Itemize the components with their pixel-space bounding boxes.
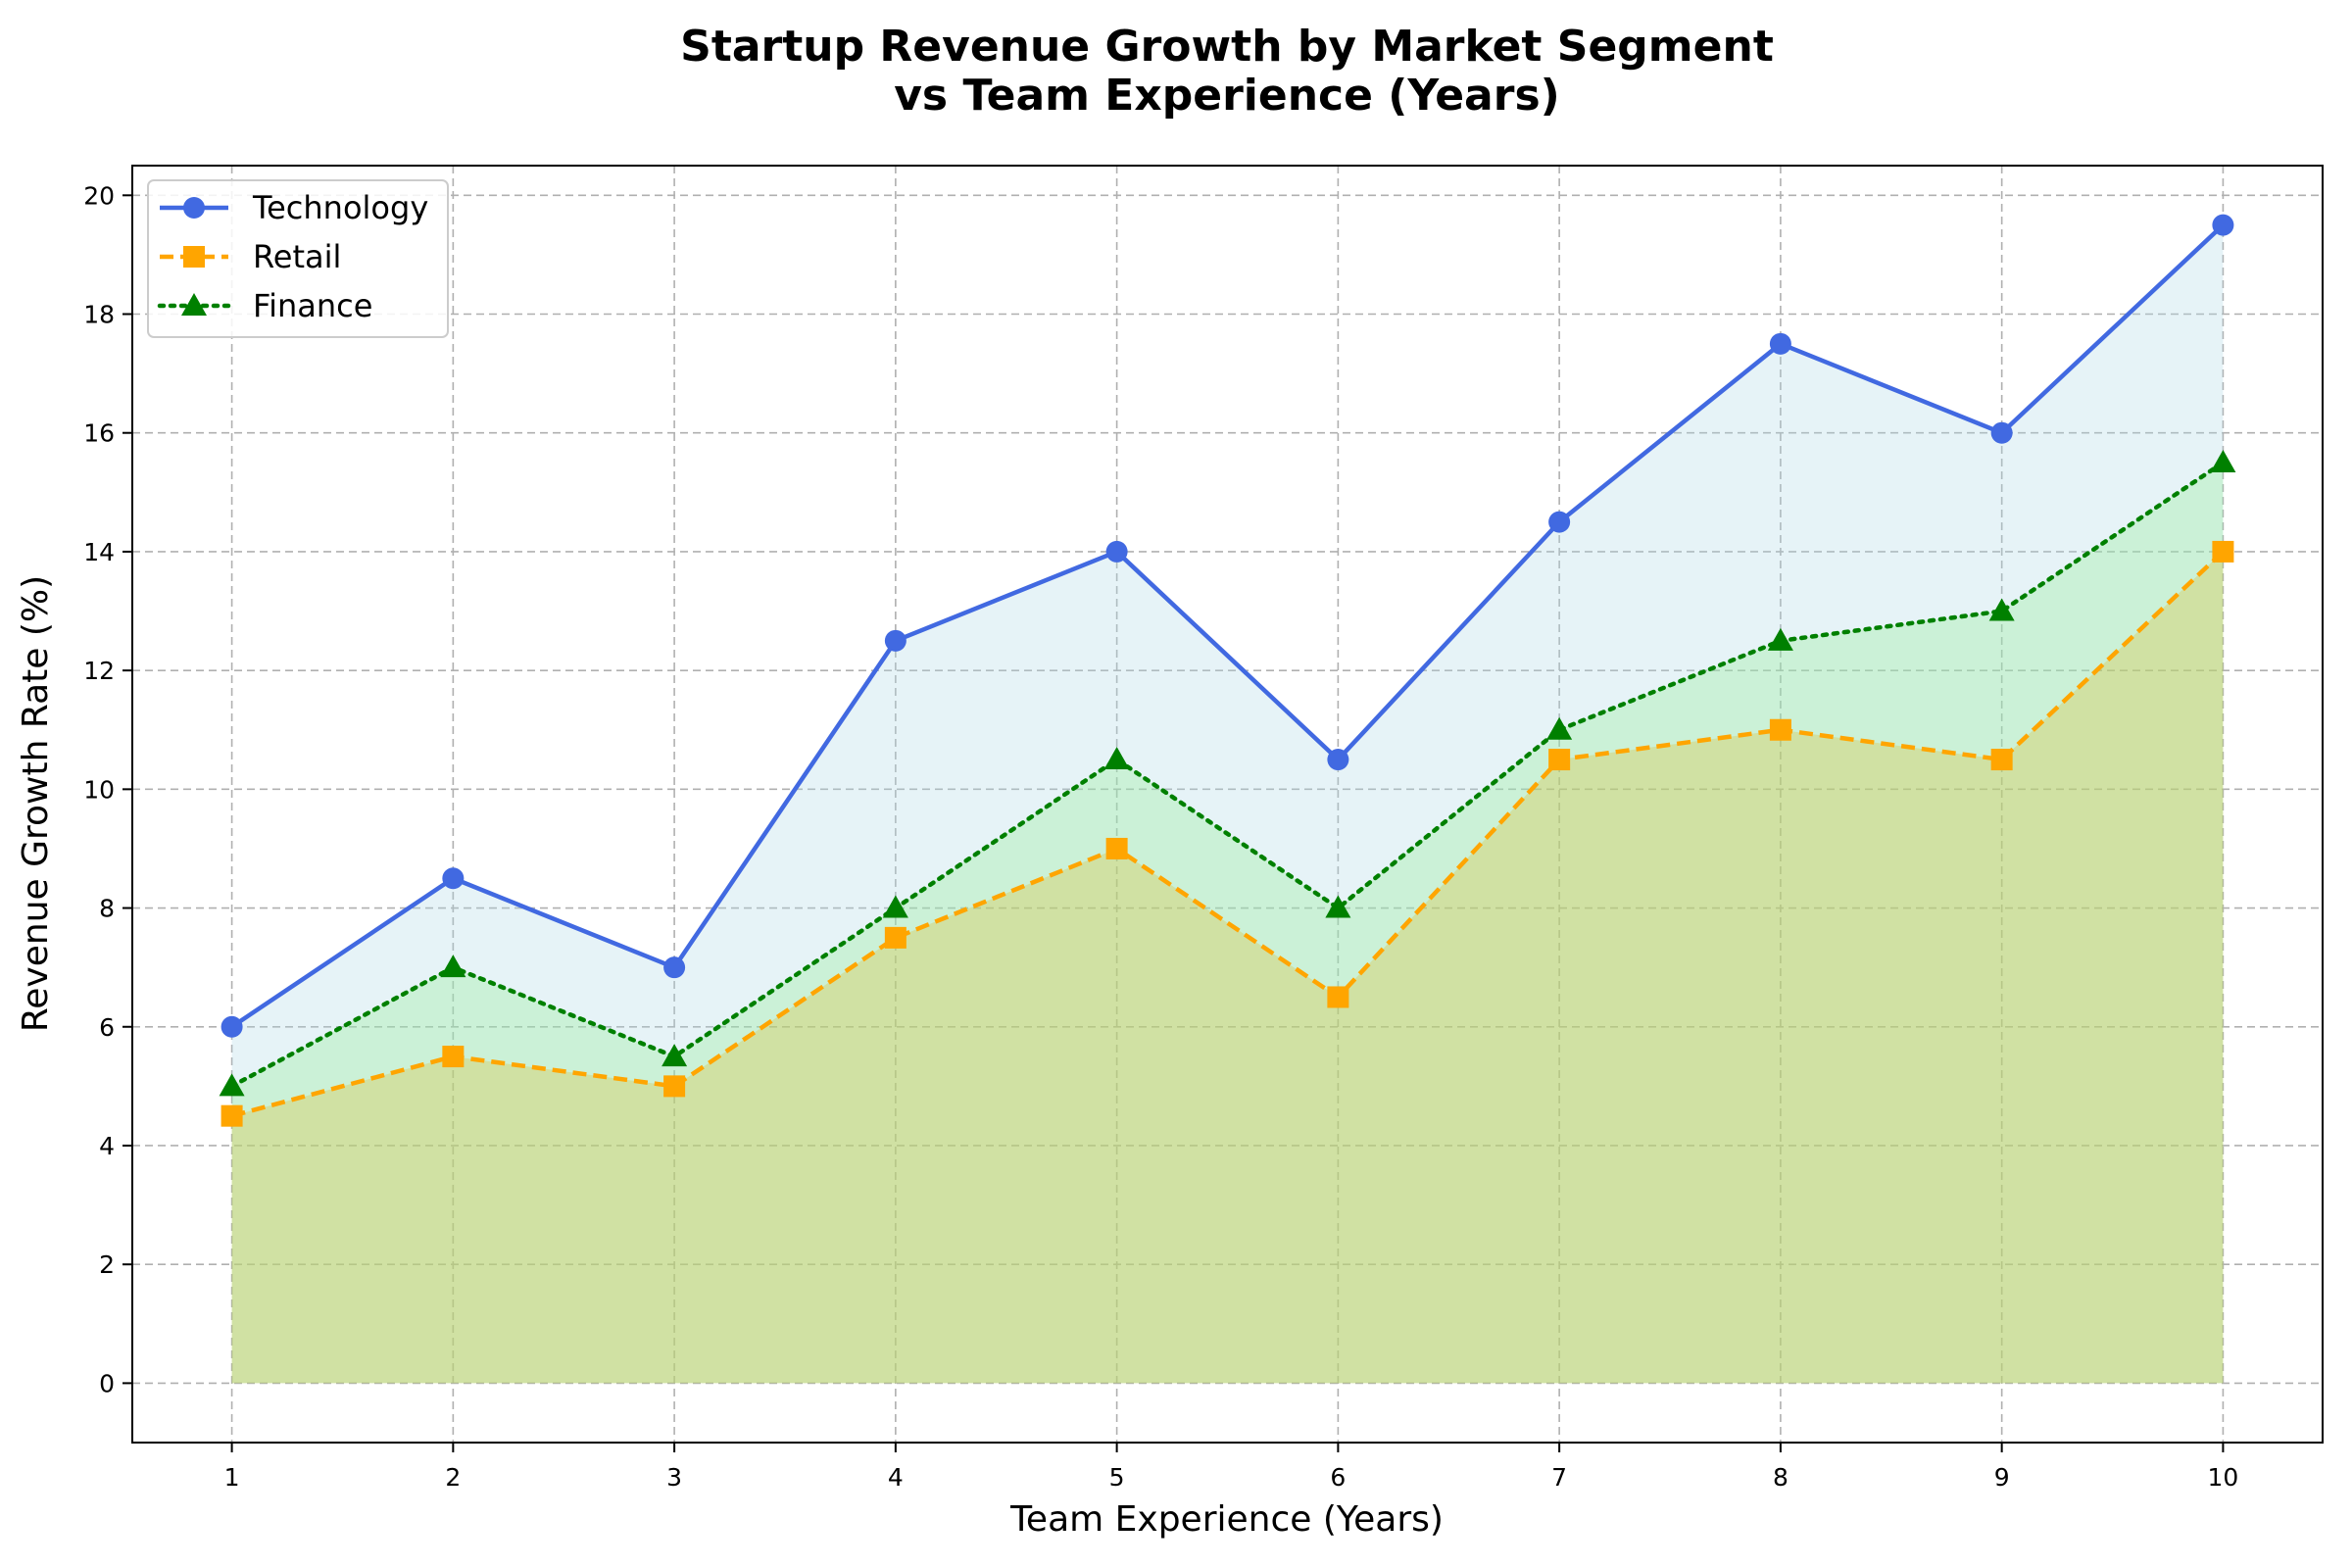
y-tick-label: 20 bbox=[83, 181, 115, 210]
y-tick-label: 12 bbox=[83, 657, 115, 685]
finance-point bbox=[1546, 716, 1573, 740]
retail-point bbox=[1769, 718, 1791, 741]
plot-frame bbox=[131, 165, 2324, 1444]
x-tick-label: 9 bbox=[1994, 1463, 2010, 1492]
retail-line bbox=[231, 550, 2225, 1118]
legend-box bbox=[147, 179, 449, 338]
technology-area bbox=[231, 224, 2224, 1384]
y-tick-label: 2 bbox=[99, 1250, 115, 1279]
y-axis-ticks: 0 2 4 6 8 10 12 14 16 18 20 bbox=[83, 181, 132, 1397]
technology-point bbox=[663, 956, 686, 979]
finance-line bbox=[229, 460, 2226, 1089]
x-tick-label: 8 bbox=[1773, 1463, 1788, 1492]
technology-point bbox=[1769, 332, 1791, 355]
series-lines bbox=[229, 222, 2226, 1118]
finance-point bbox=[1325, 895, 1351, 918]
x-tick-label: 4 bbox=[888, 1463, 904, 1492]
legend-marker bbox=[183, 246, 205, 268]
x-tick-label: 1 bbox=[224, 1463, 240, 1492]
finance-point bbox=[1988, 598, 2015, 621]
legend-entry-retail: Retail bbox=[160, 238, 341, 275]
x-axis-ticks: 1 2 3 4 5 6 7 8 9 10 bbox=[224, 1443, 2239, 1492]
technology-point bbox=[1990, 421, 2013, 444]
technology-line bbox=[230, 222, 2225, 1029]
y-tick-label: 10 bbox=[83, 775, 115, 804]
y-tick-label: 6 bbox=[99, 1013, 115, 1042]
retail-point bbox=[220, 1104, 243, 1127]
grid bbox=[132, 166, 2323, 1443]
finance-area bbox=[231, 463, 2224, 1384]
technology-point bbox=[442, 867, 465, 890]
retail-point bbox=[1105, 837, 1128, 859]
y-tick-label: 8 bbox=[99, 895, 115, 923]
legend-label: Finance bbox=[253, 287, 372, 324]
finance-point bbox=[219, 1073, 245, 1097]
retail-point bbox=[442, 1046, 465, 1068]
legend-marker bbox=[183, 197, 205, 219]
legend-label: Technology bbox=[252, 189, 428, 226]
finance-point bbox=[1767, 627, 1793, 651]
finance-point bbox=[440, 955, 466, 978]
technology-point bbox=[1327, 749, 1349, 771]
legend-marker bbox=[181, 293, 207, 316]
y-tick-label: 18 bbox=[83, 301, 115, 329]
series-markers bbox=[219, 214, 2236, 1127]
technology-point bbox=[884, 629, 906, 652]
y-axis-label: Revenue Growth Rate (%) bbox=[16, 575, 56, 1032]
technology-point bbox=[1548, 511, 1571, 533]
x-tick-label: 5 bbox=[1109, 1463, 1125, 1492]
retail-point bbox=[663, 1075, 686, 1098]
x-tick-label: 2 bbox=[445, 1463, 461, 1492]
technology-point bbox=[2212, 214, 2234, 236]
x-axis-label: Team Experience (Years) bbox=[1009, 1499, 1444, 1540]
x-tick-label: 7 bbox=[1551, 1463, 1567, 1492]
legend: Technology Retail Finance bbox=[147, 179, 449, 338]
x-tick-label: 3 bbox=[666, 1463, 682, 1492]
y-tick-label: 14 bbox=[83, 538, 115, 566]
retail-point bbox=[1990, 749, 2013, 771]
finance-point bbox=[2210, 450, 2236, 473]
finance-point bbox=[1103, 747, 1130, 770]
x-tick-label: 6 bbox=[1330, 1463, 1346, 1492]
x-tick-label: 10 bbox=[2208, 1463, 2239, 1492]
retail-area bbox=[231, 551, 2224, 1384]
retail-point bbox=[2212, 540, 2234, 563]
retail-point bbox=[1548, 749, 1571, 771]
area-fills bbox=[231, 224, 2224, 1384]
y-tick-label: 4 bbox=[99, 1132, 115, 1160]
legend-entry-technology: Technology bbox=[160, 189, 428, 226]
technology-point bbox=[220, 1015, 243, 1038]
retail-point bbox=[884, 926, 906, 949]
y-tick-label: 16 bbox=[83, 419, 115, 448]
legend-label: Retail bbox=[253, 238, 341, 275]
finance-point bbox=[882, 895, 908, 918]
technology-point bbox=[1105, 540, 1128, 563]
chart-title: Startup Revenue Growth by Market Segment bbox=[680, 22, 1774, 72]
y-tick-label: 0 bbox=[99, 1369, 115, 1397]
retail-point bbox=[1327, 986, 1349, 1008]
finance-point bbox=[662, 1044, 688, 1067]
legend-entry-finance: Finance bbox=[157, 287, 372, 324]
chart-subtitle: vs Team Experience (Years) bbox=[894, 71, 1560, 121]
